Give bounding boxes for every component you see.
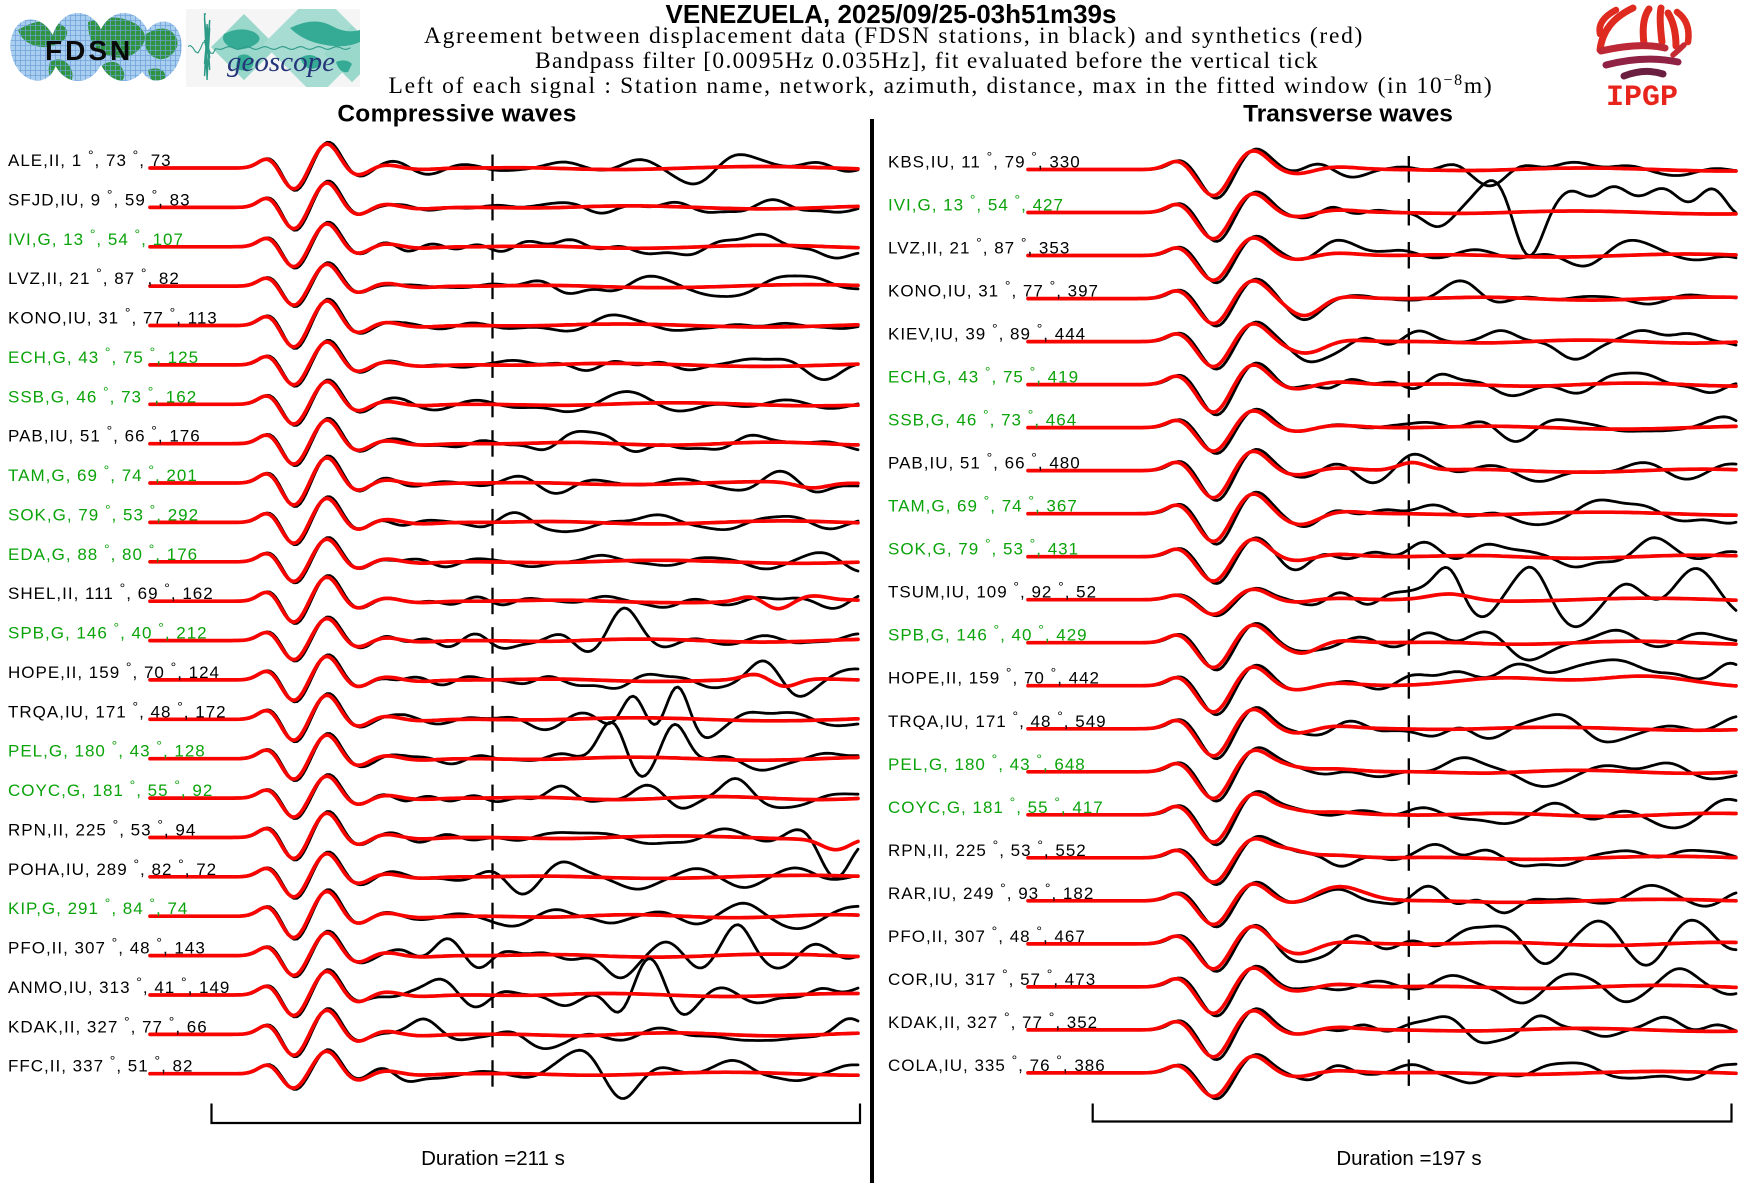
- svg-text:ECH,G, 43 °, 75 °, 419: ECH,G, 43 °, 75 °, 419: [888, 364, 1079, 387]
- svg-text:EDA,G, 88 °, 80 °, 176: EDA,G, 88 °, 80 °, 176: [8, 541, 198, 564]
- svg-text:TSUM,IU, 109 °, 92 °, 52: TSUM,IU, 109 °, 92 °, 52: [888, 579, 1097, 602]
- svg-text:TAM,G, 69 °, 74 °, 201: TAM,G, 69 °, 74 °, 201: [8, 462, 198, 485]
- svg-text:SOK,G, 79 °, 53 °, 292: SOK,G, 79 °, 53 °, 292: [8, 501, 199, 524]
- svg-text:Compressive waves: Compressive waves: [337, 101, 576, 128]
- svg-text:RAR,IU, 249 °, 93 °, 182: RAR,IU, 249 °, 93 °, 182: [888, 880, 1094, 903]
- svg-text:PFO,II, 307 °, 48 °, 467: PFO,II, 307 °, 48 °, 467: [888, 923, 1086, 946]
- svg-text:geoscope: geoscope: [227, 46, 335, 78]
- svg-text:SPB,G, 146 °, 40 °, 429: SPB,G, 146 °, 40 °, 429: [888, 622, 1088, 645]
- svg-text:SPB,G, 146 °, 40 °, 212: SPB,G, 146 °, 40 °, 212: [8, 620, 208, 643]
- svg-text:VENEZUELA, 2025/09/25-03h51m39: VENEZUELA, 2025/09/25-03h51m39s: [666, 0, 1117, 29]
- svg-text:RPN,II, 225 °, 53 °, 94: RPN,II, 225 °, 53 °, 94: [8, 817, 196, 840]
- svg-text:ECH,G, 43 °, 75 °, 125: ECH,G, 43 °, 75 °, 125: [8, 344, 199, 367]
- svg-text:KDAK,II, 327 °, 77 °, 352: KDAK,II, 327 °, 77 °, 352: [888, 1009, 1098, 1032]
- svg-text:IPGP: IPGP: [1606, 81, 1678, 115]
- svg-text:LVZ,II, 21 °, 87 °, 82: LVZ,II, 21 °, 87 °, 82: [8, 265, 180, 288]
- svg-text:SFJD,IU, 9 °, 59 °, 83: SFJD,IU, 9 °, 59 °, 83: [8, 186, 191, 209]
- svg-text:HOPE,II, 159 °, 70 °, 442: HOPE,II, 159 °, 70 °, 442: [888, 665, 1100, 688]
- svg-text:Transverse waves: Transverse waves: [1243, 101, 1453, 128]
- svg-text:KBS,IU, 11 °, 79 °, 330: KBS,IU, 11 °, 79 °, 330: [888, 149, 1081, 172]
- svg-text:FDSN: FDSN: [45, 35, 133, 66]
- svg-text:Duration =211 s: Duration =211 s: [421, 1147, 565, 1170]
- svg-text:PAB,IU, 51 °, 66 °, 480: PAB,IU, 51 °, 66 °, 480: [888, 450, 1081, 473]
- svg-text:ANMO,IU, 313 °, 41 °, 149: ANMO,IU, 313 °, 41 °, 149: [8, 974, 230, 997]
- svg-text:TRQA,IU, 171 °, 48 °, 172: TRQA,IU, 171 °, 48 °, 172: [8, 698, 227, 721]
- svg-text:PEL,G, 180 °, 43 °, 648: PEL,G, 180 °, 43 °, 648: [888, 751, 1086, 774]
- svg-text:COYC,G, 181 °, 55 °, 417: COYC,G, 181 °, 55 °, 417: [888, 794, 1104, 817]
- svg-text:KONO,IU, 31 °, 77 °, 113: KONO,IU, 31 °, 77 °, 113: [8, 305, 218, 328]
- svg-text:PAB,IU, 51 °, 66 °, 176: PAB,IU, 51 °, 66 °, 176: [8, 423, 201, 446]
- svg-text:Bandpass filter [0.0095Hz 0.03: Bandpass filter [0.0095Hz 0.035Hz], fit …: [535, 48, 1319, 74]
- svg-text:TAM,G, 69 °, 74 °, 367: TAM,G, 69 °, 74 °, 367: [888, 493, 1078, 516]
- svg-text:Left of each signal : Station: Left of each signal : Station name, netw…: [389, 72, 1494, 99]
- svg-text:COLA,IU, 335 °, 76 °, 386: COLA,IU, 335 °, 76 °, 386: [888, 1052, 1106, 1075]
- svg-text:Duration =197 s: Duration =197 s: [1336, 1147, 1481, 1170]
- svg-text:HOPE,II, 159 °, 70 °, 124: HOPE,II, 159 °, 70 °, 124: [8, 659, 220, 682]
- svg-text:Agreement between displacement: Agreement between displacement data (FDS…: [424, 23, 1364, 49]
- svg-text:KIEV,IU, 39 °, 89 °, 444: KIEV,IU, 39 °, 89 °, 444: [888, 321, 1086, 344]
- svg-text:KONO,IU, 31 °, 77 °, 397: KONO,IU, 31 °, 77 °, 397: [888, 278, 1099, 301]
- svg-text:COYC,G, 181 °, 55 °, 92: COYC,G, 181 °, 55 °, 92: [8, 777, 213, 800]
- svg-text:TRQA,IU, 171 °, 48 °, 549: TRQA,IU, 171 °, 48 °, 549: [888, 708, 1107, 731]
- svg-text:KIP,G, 291 °, 84 °, 74: KIP,G, 291 °, 84 °, 74: [8, 895, 188, 918]
- svg-text:POHA,IU, 289 °, 82 °, 72: POHA,IU, 289 °, 82 °, 72: [8, 856, 217, 879]
- svg-text:ALE,II, 1 °, 73 °, 73: ALE,II, 1 °, 73 °, 73: [8, 147, 172, 170]
- svg-text:COR,IU, 317 °, 57 °, 473: COR,IU, 317 °, 57 °, 473: [888, 966, 1096, 989]
- svg-text:PFO,II, 307 °, 48 °, 143: PFO,II, 307 °, 48 °, 143: [8, 935, 206, 958]
- svg-text:SHEL,II, 111 °, 69 °, 162: SHEL,II, 111 °, 69 °, 162: [8, 580, 214, 603]
- svg-text:SOK,G, 79 °, 53 °, 431: SOK,G, 79 °, 53 °, 431: [888, 536, 1079, 559]
- svg-text:SSB,G, 46 °, 73 °, 162: SSB,G, 46 °, 73 °, 162: [8, 383, 197, 406]
- svg-text:RPN,II, 225 °, 53 °, 552: RPN,II, 225 °, 53 °, 552: [888, 837, 1087, 860]
- svg-text:PEL,G, 180 °, 43 °, 128: PEL,G, 180 °, 43 °, 128: [8, 738, 206, 761]
- svg-text:IVI,G, 13 °, 54 °, 107: IVI,G, 13 °, 54 °, 107: [8, 226, 184, 249]
- svg-text:SSB,G, 46 °, 73 °, 464: SSB,G, 46 °, 73 °, 464: [888, 407, 1077, 430]
- svg-text:KDAK,II, 327 °, 77 °, 66: KDAK,II, 327 °, 77 °, 66: [8, 1013, 208, 1036]
- svg-text:FFC,II, 337 °, 51 °, 82: FFC,II, 337 °, 51 °, 82: [8, 1053, 193, 1076]
- svg-text:IVI,G, 13 °, 54 °, 427: IVI,G, 13 °, 54 °, 427: [888, 192, 1064, 215]
